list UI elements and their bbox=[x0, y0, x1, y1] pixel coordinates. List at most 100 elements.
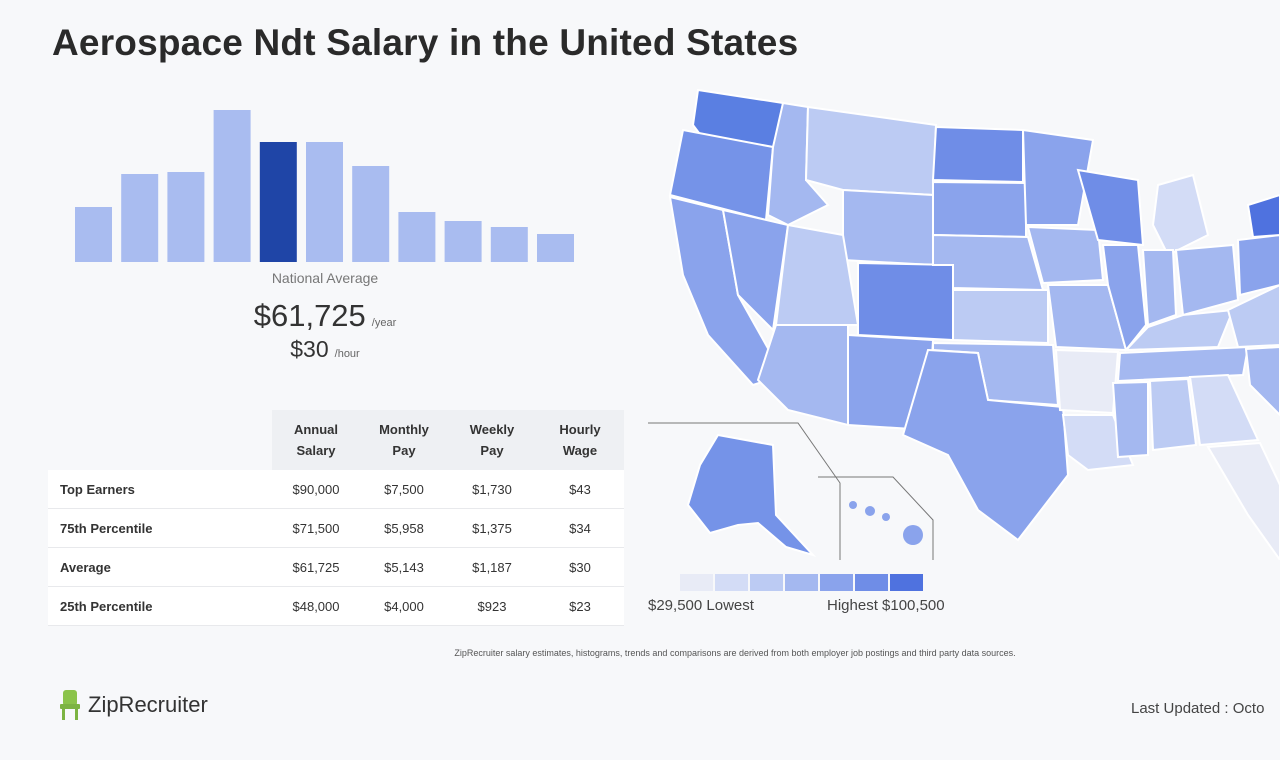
map-state-north-dakota bbox=[931, 125, 1024, 184]
last-updated: Last Updated : Octo bbox=[1131, 700, 1265, 717]
col-header-line: Monthly bbox=[379, 422, 429, 437]
col-weekly-pay: Weekly Pay bbox=[448, 410, 536, 470]
map-legend bbox=[680, 574, 923, 591]
col-monthly-pay: Monthly Pay bbox=[360, 410, 448, 470]
map-state-mississippi bbox=[1111, 380, 1149, 459]
legend-swatch bbox=[820, 574, 853, 591]
hourly-average-value: $30 bbox=[290, 336, 329, 362]
table-cell: $5,958 bbox=[360, 508, 448, 548]
map-state-hawaii bbox=[849, 501, 857, 509]
ziprecruiter-chair-icon bbox=[60, 690, 80, 720]
col-header-line: Wage bbox=[562, 443, 598, 458]
table-row: 75th Percentile $71,500 $5,958 $1,375 $3… bbox=[48, 508, 624, 548]
map-state-illinois bbox=[1101, 244, 1148, 353]
map-state-colorado bbox=[857, 261, 954, 342]
map-state-arizona bbox=[756, 324, 849, 427]
table-cell: $1,375 bbox=[448, 508, 536, 548]
map-state-wisconsin bbox=[1076, 168, 1145, 247]
table-cell: $1,730 bbox=[448, 470, 536, 509]
table-cell: $23 bbox=[536, 586, 624, 626]
table-cell: $61,725 bbox=[272, 547, 360, 587]
col-annual-salary: Annual Salary bbox=[272, 410, 360, 470]
map-state-wyoming bbox=[842, 188, 934, 267]
legend-swatch bbox=[715, 574, 748, 591]
map-state-georgia bbox=[1188, 373, 1260, 447]
histogram-bar bbox=[167, 172, 205, 262]
table-cell: $48,000 bbox=[272, 586, 360, 626]
disclaimer-text: ZipRecruiter salary estimates, histogram… bbox=[454, 648, 1016, 658]
map-state-south-dakota bbox=[932, 180, 1027, 239]
map-state-texas bbox=[901, 348, 1070, 542]
histogram-bar bbox=[121, 174, 159, 262]
map-state-nebraska bbox=[932, 233, 1045, 292]
annual-average: $61,725/year bbox=[200, 298, 450, 334]
legend-swatch bbox=[680, 574, 713, 591]
table-cell: $30 bbox=[536, 547, 624, 587]
map-state-hawaii bbox=[865, 506, 875, 516]
histogram-bar bbox=[490, 227, 528, 262]
row-label: 75th Percentile bbox=[48, 508, 272, 548]
table-header-row: Annual Salary Monthly Pay Weekly Pay Hourly… bbox=[48, 410, 624, 470]
table-row: Average $61,725 $5,143 $1,187 $30 bbox=[48, 547, 624, 587]
col-header-line: Hourly bbox=[559, 422, 601, 437]
map-state-florida bbox=[1206, 441, 1280, 560]
legend-swatch bbox=[890, 574, 923, 591]
table-header-blank bbox=[48, 410, 272, 470]
histogram-bar bbox=[398, 212, 436, 262]
salary-histogram bbox=[75, 110, 574, 262]
table-cell: $90,000 bbox=[272, 470, 360, 509]
table-cell: $4,000 bbox=[360, 586, 448, 626]
hourly-unit: /hour bbox=[334, 348, 360, 360]
histogram-bar-highlighted bbox=[259, 142, 297, 262]
legend-swatch bbox=[750, 574, 783, 591]
map-state-minnesota bbox=[1021, 128, 1095, 226]
us-salary-map bbox=[648, 88, 1280, 560]
histogram-bar bbox=[537, 234, 574, 262]
ziprecruiter-logo[interactable]: ZipRecruiter bbox=[58, 688, 208, 722]
col-header-line: Salary bbox=[296, 443, 336, 458]
col-header-line: Pay bbox=[392, 443, 416, 458]
histogram-bar bbox=[306, 142, 343, 262]
annual-unit: /year bbox=[371, 317, 397, 329]
row-label: Average bbox=[48, 547, 272, 587]
table-cell: $7,500 bbox=[360, 470, 448, 509]
table-cell: $5,143 bbox=[360, 547, 448, 587]
col-header-line: Annual bbox=[293, 422, 339, 437]
map-state-nevada bbox=[721, 208, 790, 333]
legend-swatch bbox=[785, 574, 818, 591]
map-state-virginia bbox=[1226, 283, 1280, 349]
map-state-montana bbox=[804, 105, 938, 197]
hawaii-inset-border bbox=[818, 476, 934, 560]
legend-swatch bbox=[855, 574, 888, 591]
map-state-kentucky bbox=[1123, 308, 1235, 352]
histogram-bar bbox=[75, 207, 112, 262]
table-row: Top Earners $90,000 $7,500 $1,730 $43 bbox=[48, 470, 624, 509]
map-state-ohio bbox=[1174, 243, 1240, 317]
salary-table: Annual Salary Monthly Pay Weekly Pay Hourly… bbox=[48, 410, 624, 626]
map-state-indiana bbox=[1141, 249, 1178, 327]
col-header-line: Pay bbox=[480, 443, 504, 458]
histogram-bar bbox=[444, 221, 482, 262]
hourly-average: $30/hour bbox=[200, 336, 450, 363]
table-cell: $1,187 bbox=[448, 547, 536, 587]
map-state-kansas bbox=[952, 289, 1049, 345]
row-label: Top Earners bbox=[48, 470, 272, 509]
national-average-label: National Average bbox=[271, 270, 379, 286]
table-cell: $34 bbox=[536, 508, 624, 548]
map-state-arkansas bbox=[1054, 348, 1120, 415]
brand-name: ZipRecruiter bbox=[88, 692, 208, 717]
map-state-carolinas bbox=[1244, 345, 1280, 417]
map-state-alabama bbox=[1148, 377, 1198, 452]
table-cell: $923 bbox=[448, 586, 536, 626]
col-header-line: Weekly bbox=[469, 422, 515, 437]
page-title: Aerospace Ndt Salary in the United State… bbox=[52, 22, 799, 63]
legend-high-label: Highest $100,500 bbox=[827, 597, 945, 614]
map-state-michigan bbox=[1151, 173, 1210, 257]
map-state-pennsylvania bbox=[1236, 233, 1280, 297]
table-cell: $71,500 bbox=[272, 508, 360, 548]
col-hourly-wage: Hourly Wage bbox=[536, 410, 624, 470]
map-state-alaska bbox=[686, 433, 817, 557]
table-row: 25th Percentile $48,000 $4,000 $923 $23 bbox=[48, 586, 624, 626]
map-state-tennessee bbox=[1116, 345, 1250, 383]
map-state-iowa bbox=[1026, 225, 1105, 285]
